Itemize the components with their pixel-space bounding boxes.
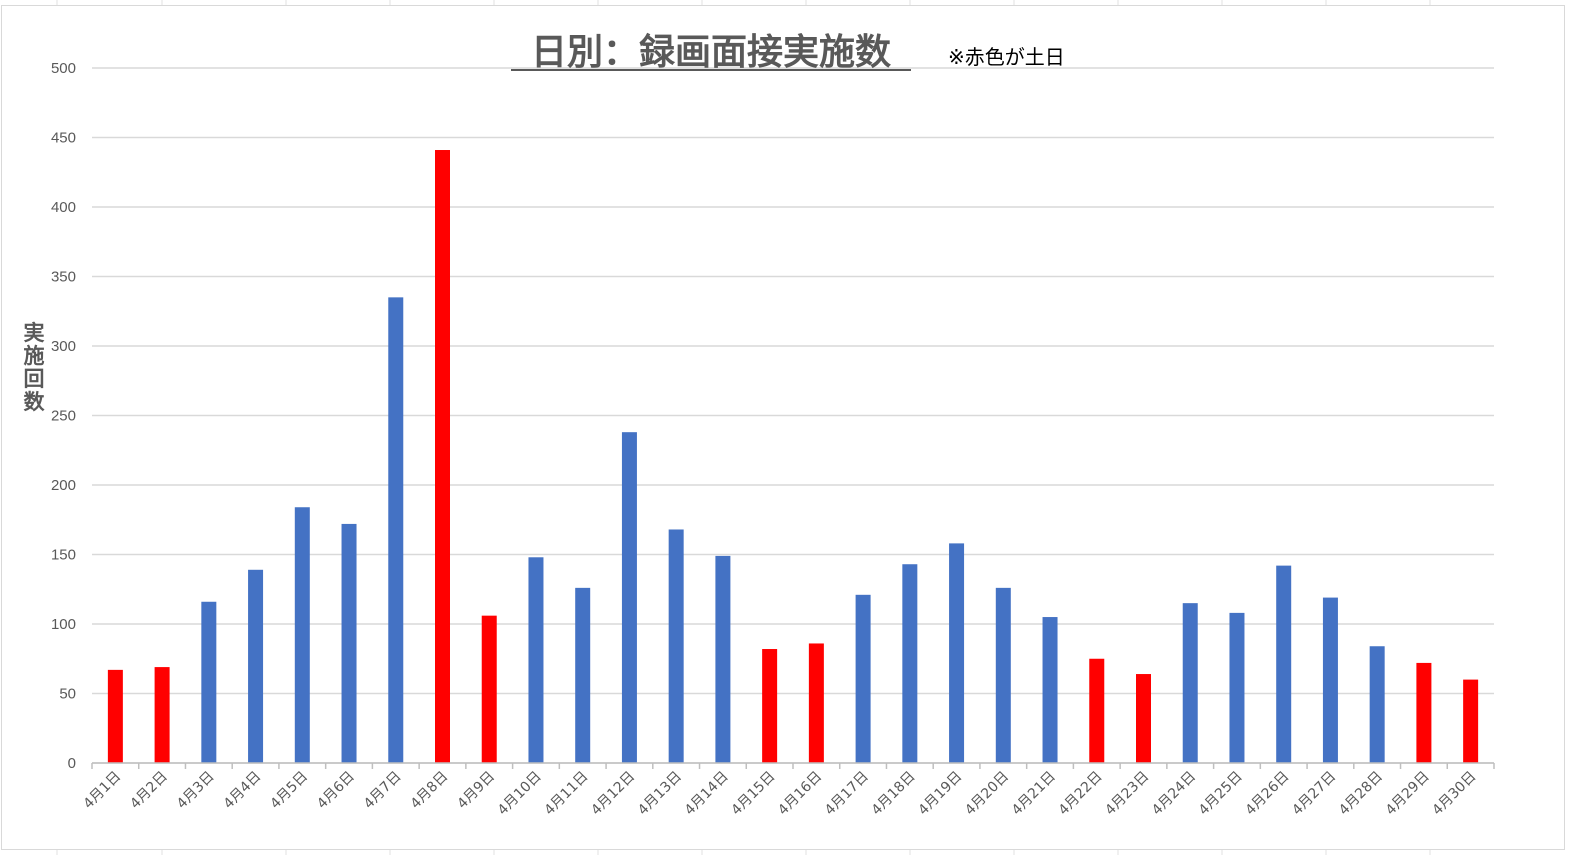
- x-tick-label: 4月8日: [408, 769, 452, 813]
- x-tick-label: 4月14日: [682, 769, 732, 819]
- x-tick-label: 4月18日: [869, 769, 919, 819]
- y-axis-label-char: 施: [24, 344, 45, 368]
- bar: [1136, 674, 1151, 763]
- x-tick-label: 4月19日: [915, 769, 965, 819]
- y-tick-label: 400: [51, 199, 76, 216]
- bar: [294, 507, 310, 763]
- x-tick-label: 4月7日: [361, 769, 405, 813]
- bar: [1416, 662, 1432, 763]
- x-tick-label: 4月5日: [267, 769, 311, 813]
- y-tick-label: 250: [51, 408, 76, 425]
- x-tick-label: 4月27日: [1289, 769, 1339, 819]
- x-tick-label: 4月16日: [775, 769, 825, 819]
- x-axis: [91, 762, 1495, 769]
- y-tick-label: 200: [51, 477, 76, 494]
- bar: [1229, 612, 1245, 763]
- bar: [1463, 679, 1479, 763]
- bar: [808, 643, 824, 763]
- x-tick-label: 4月17日: [822, 769, 872, 819]
- x-tick-label: 4月26日: [1243, 769, 1293, 819]
- bar: [107, 669, 123, 763]
- y-tick-label: 50: [59, 686, 76, 703]
- bar: [248, 569, 264, 763]
- bar: [1322, 597, 1338, 763]
- bar-series: [107, 150, 1479, 763]
- bar: [1089, 658, 1105, 763]
- x-tick-label: 4月23日: [1102, 769, 1152, 819]
- x-tick-label: 4月11日: [542, 769, 592, 819]
- y-tick-label: 300: [51, 338, 76, 355]
- bar: [1042, 617, 1058, 763]
- x-tick-label: 4月10日: [495, 769, 545, 819]
- x-axis-tick-labels: 4月1日 4月2日 4月3日 4月4日 4月5日 4月6日 4月7日 4月8日 4月9日4月10…: [80, 769, 1479, 819]
- bar: [435, 150, 450, 763]
- y-tick-label: 450: [51, 130, 76, 147]
- y-axis-label-char: 数: [24, 390, 46, 414]
- x-tick-label: 4月29日: [1383, 769, 1433, 819]
- x-tick-label: 4月1日: [80, 769, 124, 813]
- x-tick-label: 4月15日: [728, 769, 778, 819]
- bar: [902, 564, 918, 763]
- x-tick-label: 4月24日: [1149, 769, 1199, 819]
- y-axis-tick-labels: 0 50 100 150 200 250 300 350 400 450 500: [51, 60, 76, 772]
- bar: [668, 529, 684, 763]
- bar: [1276, 565, 1292, 763]
- bar: [715, 555, 731, 763]
- bar: [201, 601, 217, 763]
- x-tick-label: 4月13日: [635, 769, 685, 819]
- bar: [388, 297, 404, 763]
- bar: [341, 523, 357, 763]
- x-tick-label: 4月6日: [314, 769, 358, 813]
- bar: [1369, 646, 1385, 763]
- y-tick-label: 350: [51, 269, 76, 286]
- bar: [995, 587, 1011, 763]
- x-tick-label: 4月2日: [127, 769, 171, 813]
- y-tick-label: 150: [51, 547, 76, 564]
- bar: [1182, 603, 1198, 763]
- bar: [621, 432, 637, 763]
- bar: [855, 594, 871, 763]
- bar: [949, 543, 965, 763]
- chart-note: ※赤色が土日: [948, 45, 1065, 69]
- x-tick-label: 4月30日: [1429, 769, 1479, 819]
- bar: [528, 557, 544, 763]
- x-tick-label: 4月12日: [588, 769, 638, 819]
- chart-title: 日別：録画面接実施数: [531, 32, 891, 73]
- y-axis-label-char: 実: [24, 321, 45, 345]
- x-tick-label: 4月21日: [1009, 769, 1059, 819]
- x-tick-label: 4月3日: [174, 769, 218, 813]
- bar: [575, 587, 591, 763]
- bar: [762, 649, 778, 763]
- x-tick-label: 4月4日: [221, 769, 265, 813]
- x-tick-label: 4月22日: [1056, 769, 1106, 819]
- x-tick-label: 4月20日: [962, 769, 1012, 819]
- bar: [154, 667, 170, 763]
- y-tick-label: 500: [51, 60, 76, 77]
- y-tick-label: 100: [51, 616, 76, 633]
- bar: [481, 615, 497, 763]
- y-axis-label-char: 回: [24, 367, 45, 391]
- y-tick-label: 0: [68, 755, 76, 772]
- x-tick-label: 4月28日: [1336, 769, 1386, 819]
- x-tick-label: 4月25日: [1196, 769, 1246, 819]
- x-tick-label: 4月9日: [454, 769, 498, 813]
